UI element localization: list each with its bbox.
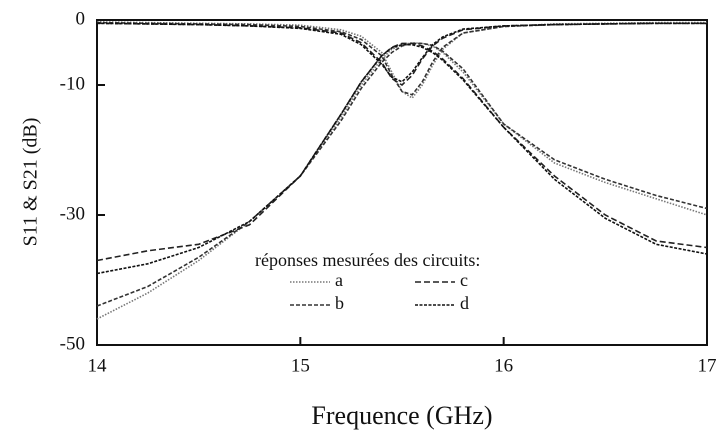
x-tick-label: 15 xyxy=(291,355,310,376)
x-axis-label: Frequence (GHz) xyxy=(311,401,492,430)
legend-label: c xyxy=(460,270,468,290)
legend-title: réponses mesurées des circuits: xyxy=(255,250,480,270)
s11-line xyxy=(96,21,707,96)
s11-line xyxy=(96,22,707,87)
s11-line xyxy=(96,22,707,83)
y-tick-label: 0 xyxy=(76,8,86,29)
x-tick-label: 14 xyxy=(88,355,108,376)
y-tick-label: -50 xyxy=(60,333,85,354)
plot-frame xyxy=(96,19,708,346)
x-tick-label: 17 xyxy=(698,355,717,376)
s21-line xyxy=(96,43,708,275)
legend-label: a xyxy=(335,270,343,290)
y-axis-label: S11 & S21 (dB) xyxy=(20,118,42,247)
x-tick-label: 16 xyxy=(494,355,513,376)
legend-label: b xyxy=(335,293,344,313)
s11-line xyxy=(96,21,707,100)
s21-line xyxy=(96,42,708,262)
y-tick-label: -10 xyxy=(60,73,85,94)
legend-label: d xyxy=(460,293,469,313)
y-tick-label: -30 xyxy=(60,203,85,224)
